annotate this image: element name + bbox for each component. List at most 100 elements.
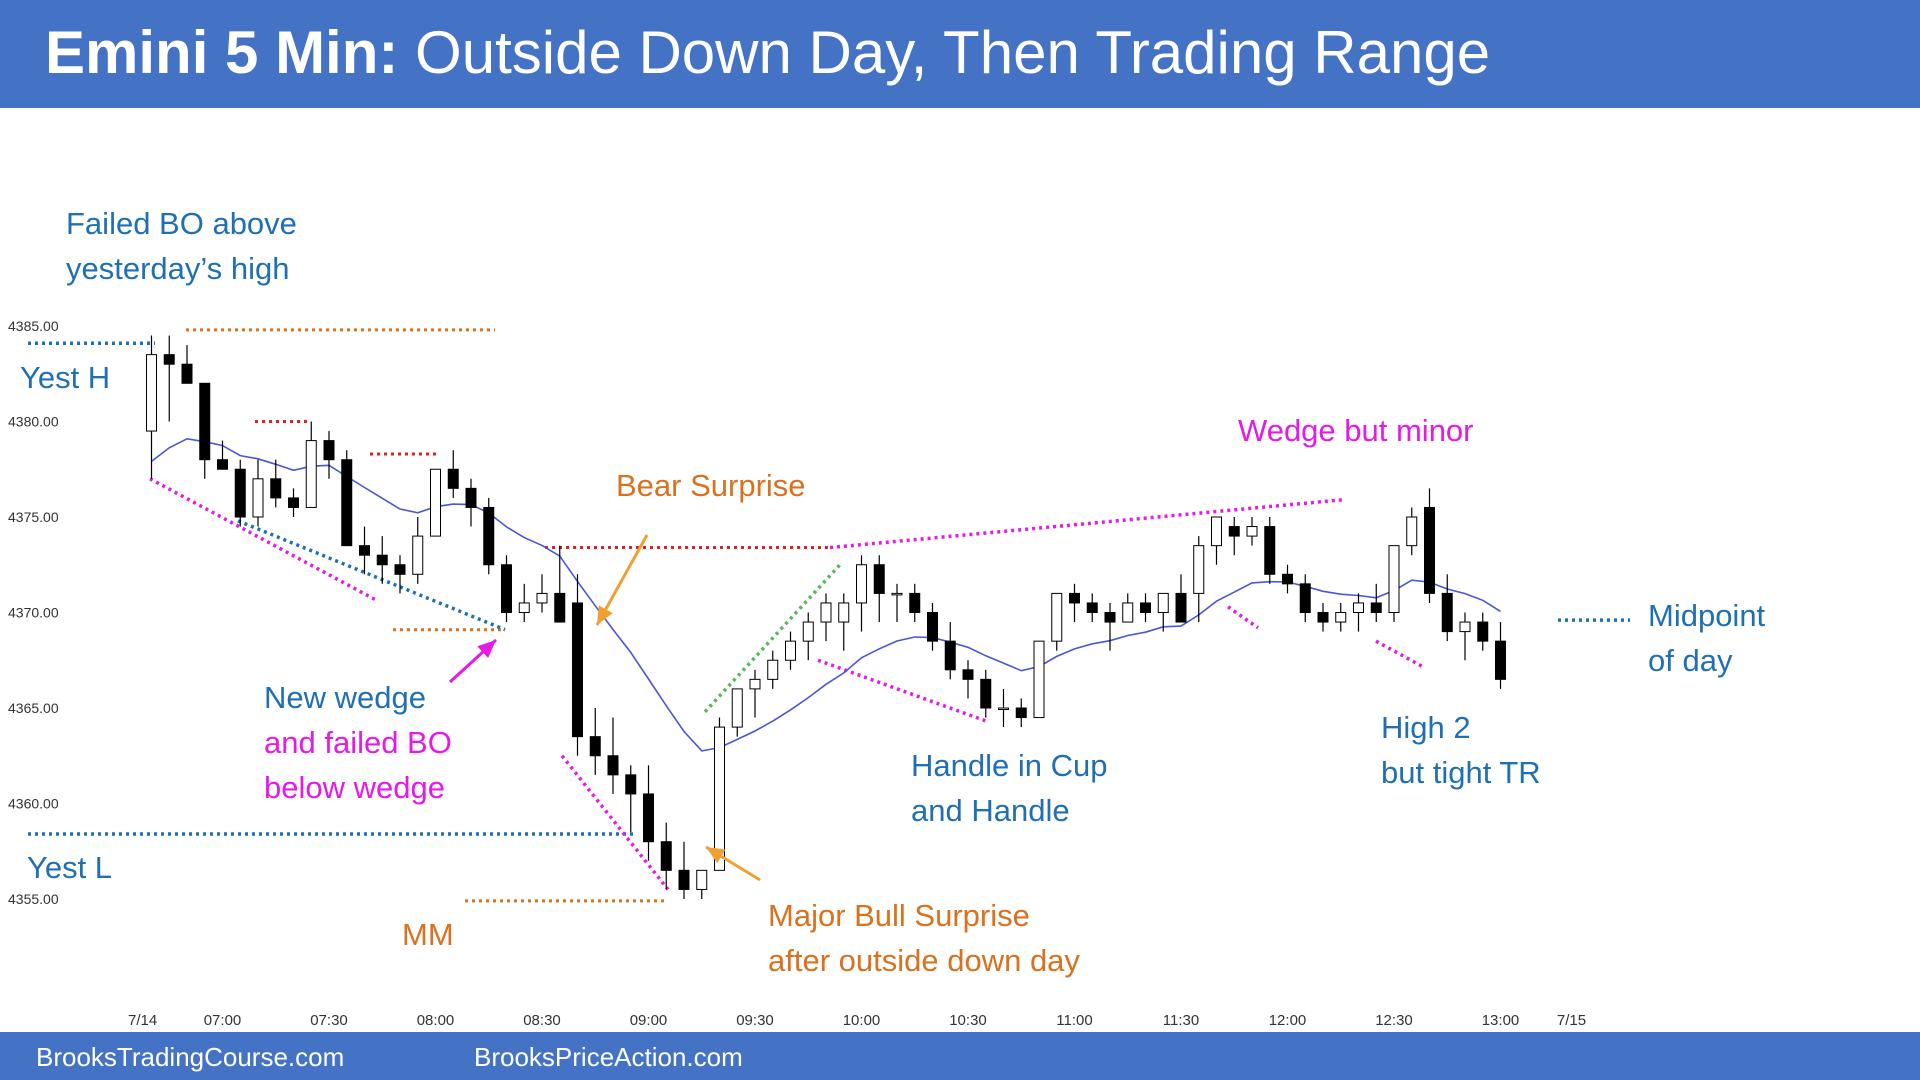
bull-candle	[820, 602, 832, 623]
annotation-label: and Handle	[911, 793, 1070, 828]
chart-title: Emini 5 Min: Outside Down Day, Then Trad…	[45, 18, 1490, 87]
bear-candle	[1086, 602, 1098, 614]
bear-candle	[1317, 612, 1329, 623]
annotation-label: High 2	[1381, 710, 1471, 745]
wedge-top-line	[829, 498, 1343, 550]
bull-candle	[1051, 592, 1063, 642]
x-tick-label: 09:30	[736, 1012, 774, 1029]
bull-candle	[1459, 621, 1471, 633]
bear-candle	[554, 592, 566, 623]
footer-left-text: BrooksTradingCourse.com	[36, 1042, 345, 1072]
bear-candle	[199, 382, 211, 461]
x-tick-label: 11:00	[1056, 1012, 1092, 1029]
bear-candle	[501, 564, 512, 613]
bear-candle	[660, 841, 672, 871]
bull-candle	[1211, 516, 1222, 547]
bear-candle	[643, 793, 654, 843]
trend-line	[237, 519, 506, 632]
bear-candle	[1175, 592, 1187, 623]
x-tick-label: 7/15	[1557, 1012, 1586, 1029]
annotation-label: Wedge but minor	[1238, 413, 1474, 448]
bull-candle	[696, 869, 708, 890]
bear-candle	[962, 669, 974, 680]
bear-candle	[944, 640, 956, 671]
bear-candle	[607, 755, 619, 776]
bear-candle	[572, 602, 583, 738]
annotation-label: Midpoint	[1648, 598, 1766, 633]
x-tick-label: 09:00	[630, 1012, 668, 1029]
bull-candle	[1406, 516, 1418, 547]
bear-candle	[288, 497, 299, 508]
annotation-label: New wedge	[264, 680, 426, 715]
bear-candle	[873, 564, 885, 594]
annotation-label: below wedge	[264, 770, 445, 805]
bear-candle	[1015, 707, 1027, 719]
title-bold: Emini 5 Min:	[45, 19, 399, 86]
bear-candle	[1495, 640, 1506, 680]
annotation-label: Bear Surprise	[616, 468, 806, 503]
y-tick-label: 4385.00	[8, 318, 59, 334]
minor-line	[1226, 605, 1260, 630]
bull-candle	[731, 688, 743, 728]
bull-candle	[252, 478, 264, 518]
handle-line	[817, 658, 988, 724]
bear-candle	[1228, 526, 1240, 537]
bear-candle	[1370, 602, 1382, 614]
ema-line	[151, 437, 1501, 752]
bear-candle	[483, 506, 495, 566]
annotation-label: after outside down day	[768, 943, 1080, 978]
bear-candle	[359, 545, 370, 556]
title-bar: Emini 5 Min: Outside Down Day, Then Trad…	[0, 0, 1920, 108]
bull-candle	[430, 468, 441, 537]
bear-candle	[1140, 602, 1151, 614]
x-tick-label: 10:00	[843, 1012, 881, 1029]
annotation-label: but tight TR	[1381, 755, 1541, 790]
bull-candle	[1193, 545, 1205, 594]
bear-candle	[589, 736, 601, 757]
bear-candle	[376, 554, 388, 566]
bull-candle	[1033, 640, 1045, 719]
annotation-label: Handle in Cup	[911, 748, 1107, 783]
bear-candle	[465, 487, 477, 508]
bull-candle	[838, 602, 850, 623]
bear-candle	[1441, 592, 1453, 633]
y-tick-label: 4370.00	[8, 605, 59, 621]
bull-candle	[891, 592, 903, 596]
bull-candle	[802, 621, 814, 642]
bull-candle	[1353, 602, 1364, 614]
wedge-line	[149, 477, 379, 603]
bear-candle	[270, 478, 282, 499]
y-tick-label: 4355.00	[8, 891, 59, 907]
x-tick-label: 7/14	[128, 1012, 157, 1029]
bear-candle	[447, 468, 459, 489]
bear-candle	[1264, 526, 1276, 575]
x-tick-label: 10:30	[949, 1012, 987, 1029]
bear-candle	[394, 564, 406, 575]
bear-candle	[980, 678, 992, 709]
y-tick-label: 4365.00	[8, 700, 59, 716]
footer-right-text: BrooksPriceAction.com	[474, 1042, 743, 1072]
bull-candle	[146, 354, 157, 432]
bear-candle	[217, 459, 228, 470]
annotation-label: MM	[402, 917, 454, 952]
bull-candle	[1122, 602, 1134, 623]
bull-candle	[767, 659, 779, 680]
bear-candle	[678, 869, 690, 890]
bull-channel-line	[703, 563, 842, 714]
bear-surprise-arrow-head	[597, 605, 613, 625]
bear-candle	[909, 592, 921, 614]
bull-candle	[749, 678, 761, 690]
x-tick-label: 07:00	[204, 1012, 242, 1029]
magenta-arrow-head	[477, 640, 496, 659]
title-rest: Outside Down Day, Then Trading Range	[415, 19, 1491, 86]
bear-candle	[625, 774, 637, 795]
bull-candle	[998, 707, 1009, 710]
x-tick-label: 12:30	[1375, 1012, 1413, 1029]
annotation-label: Yest H	[20, 360, 110, 395]
high2-line	[1375, 639, 1426, 670]
bull-candle	[714, 726, 725, 871]
bear-candle	[323, 440, 335, 461]
x-tick-label: 12:00	[1269, 1012, 1307, 1029]
bear-candle	[1299, 583, 1311, 613]
bull-candle	[785, 640, 796, 661]
